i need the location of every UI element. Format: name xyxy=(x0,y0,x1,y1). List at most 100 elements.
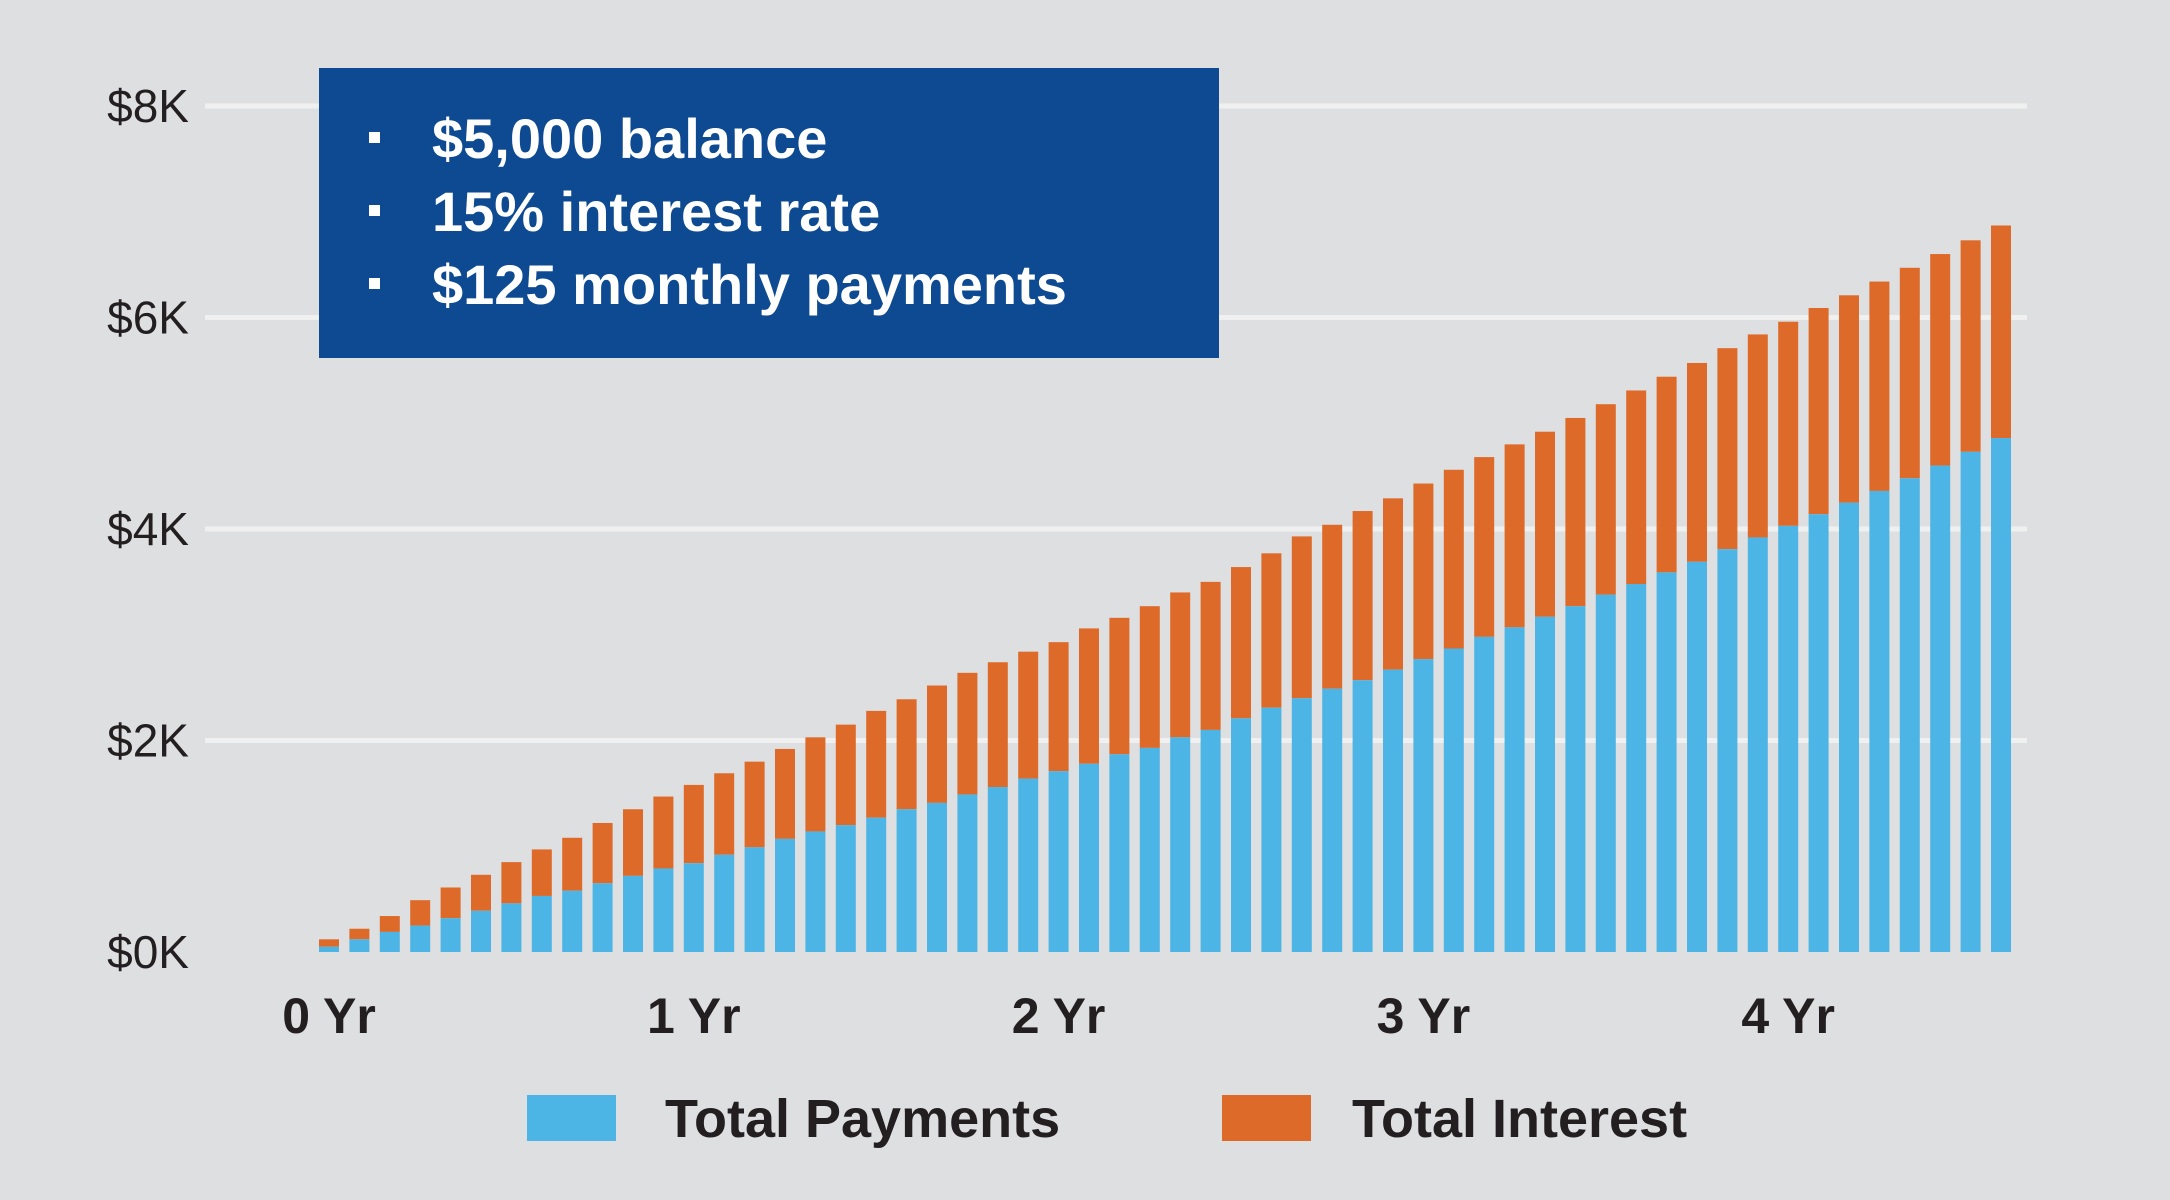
bullet-marker xyxy=(369,132,380,143)
bar-total-payments xyxy=(805,831,826,952)
bar-total-payments xyxy=(1747,537,1768,952)
bar-total-interest xyxy=(1200,581,1221,730)
bar-total-payments xyxy=(592,883,613,952)
bar-total-interest xyxy=(744,761,765,848)
bar-total-payments xyxy=(562,890,583,952)
bar-total-interest xyxy=(1839,295,1859,503)
bar-total-payments xyxy=(744,847,765,952)
bar-total-payments xyxy=(1504,627,1525,952)
bar-total-interest xyxy=(805,737,826,832)
bar-total-interest xyxy=(1048,642,1069,772)
bar-total-interest xyxy=(1535,431,1555,617)
bar-total-payments xyxy=(1048,771,1069,952)
bar-total-payments xyxy=(1170,737,1191,952)
bar-total-interest xyxy=(1139,606,1160,748)
bar-total-payments xyxy=(1535,616,1555,952)
bar-total-payments xyxy=(957,794,978,952)
legend-swatch-total-interest xyxy=(1222,1095,1311,1141)
bar-total-payments xyxy=(1808,514,1829,952)
bar-total-interest xyxy=(1595,404,1616,595)
bar-total-payments xyxy=(1231,718,1251,952)
info-item-payments: $125 monthly payments xyxy=(432,253,1067,316)
bar-total-interest xyxy=(562,837,583,891)
x-tick-label: 4 Yr xyxy=(1741,988,1835,1044)
bars xyxy=(319,225,2011,952)
x-axis: 0 Yr 1 Yr 2 Yr 3 Yr 4 Yr xyxy=(282,988,1835,1044)
bar-total-interest xyxy=(683,784,704,864)
bar-total-interest xyxy=(1018,651,1039,779)
bar-total-interest xyxy=(1443,469,1464,649)
bar-total-interest xyxy=(1413,483,1434,660)
bar-total-interest xyxy=(1079,628,1099,764)
x-tick-label: 3 Yr xyxy=(1377,988,1471,1044)
y-tick-label: $6K xyxy=(107,292,189,344)
bar-total-payments xyxy=(1474,636,1495,952)
bar-total-interest xyxy=(1383,498,1403,670)
bar-total-payments xyxy=(896,809,917,952)
bar-total-payments xyxy=(1291,698,1312,952)
bar-total-interest xyxy=(714,773,735,855)
bar-total-payments xyxy=(531,895,552,952)
legend-label-total-payments: Total Payments xyxy=(665,1089,1060,1149)
bar-total-payments xyxy=(1930,465,1951,952)
x-tick-label: 2 Yr xyxy=(1012,988,1106,1044)
bar-total-payments xyxy=(1595,594,1616,952)
bar-total-payments xyxy=(1139,747,1160,952)
bar-total-payments xyxy=(1322,688,1343,952)
bar-total-interest xyxy=(501,862,522,904)
bar-total-payments xyxy=(1899,478,1920,952)
bar-total-payments xyxy=(1079,763,1099,952)
info-box-background xyxy=(319,68,1219,358)
bullet-marker xyxy=(369,205,380,216)
bar-total-payments xyxy=(1352,680,1373,952)
bullet-marker xyxy=(369,278,380,289)
bar-total-payments xyxy=(1869,490,1890,952)
y-tick-label: $0K xyxy=(107,926,189,978)
bar-total-interest xyxy=(1960,240,1981,452)
bar-total-payments xyxy=(1960,451,1981,952)
bar-total-payments xyxy=(1991,438,2011,952)
bar-total-interest xyxy=(927,685,947,803)
bar-total-interest xyxy=(379,916,400,932)
bar-total-interest xyxy=(1626,390,1647,584)
bar-total-payments xyxy=(379,931,400,952)
bar-total-interest xyxy=(1869,281,1890,491)
bar-total-interest xyxy=(1352,511,1373,681)
bar-total-interest xyxy=(1656,376,1677,573)
info-item-balance: $5,000 balance xyxy=(432,107,827,170)
bar-total-payments xyxy=(1778,525,1799,952)
bar-total-interest xyxy=(1474,457,1495,637)
bar-total-interest xyxy=(1322,524,1343,689)
y-tick-label: $8K xyxy=(107,80,189,132)
bar-total-interest xyxy=(1747,334,1768,538)
bar-total-interest xyxy=(896,699,917,810)
bar-total-interest xyxy=(1170,592,1191,738)
bar-total-interest xyxy=(653,796,674,869)
info-item-rate: 15% interest rate xyxy=(432,180,880,243)
legend-label-total-interest: Total Interest xyxy=(1352,1089,1687,1149)
bar-total-interest xyxy=(1231,567,1251,719)
bar-total-interest xyxy=(1808,307,1829,515)
bar-total-payments xyxy=(866,817,887,952)
bar-total-payments xyxy=(1687,561,1707,952)
bar-total-interest xyxy=(1991,225,2011,439)
bar-total-payments xyxy=(349,939,370,952)
bar-total-interest xyxy=(410,900,431,926)
bar-total-payments xyxy=(410,925,431,952)
bar-total-interest xyxy=(531,849,552,896)
bar-total-payments xyxy=(683,863,704,952)
bar-total-interest xyxy=(775,748,795,839)
bar-total-interest xyxy=(866,710,887,818)
bar-total-payments xyxy=(501,903,522,952)
bar-total-payments xyxy=(927,802,947,952)
bar-total-interest xyxy=(987,662,1008,788)
legend: Total Payments Total Interest xyxy=(527,1089,1687,1149)
bar-total-payments xyxy=(987,787,1008,952)
bar-total-payments xyxy=(1413,659,1434,952)
bar-total-interest xyxy=(1778,321,1799,526)
bar-total-payments xyxy=(1383,669,1403,952)
bar-total-payments xyxy=(440,918,461,952)
bar-total-payments xyxy=(1656,572,1677,952)
